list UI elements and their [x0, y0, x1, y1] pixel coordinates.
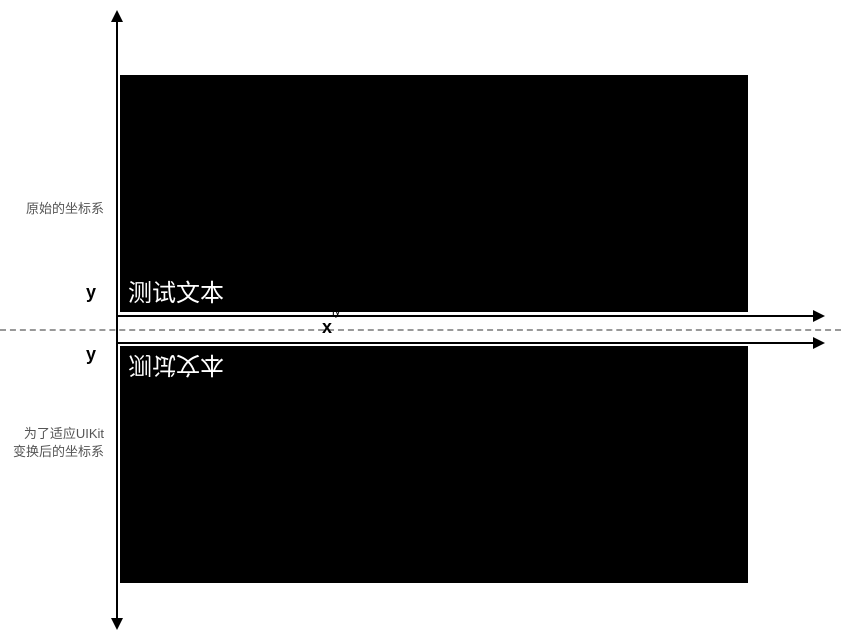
diagram-container: 测试文本 测试文本 原始的坐标系 为了适应UIKit 变换后的坐标系 y y x…	[0, 0, 841, 634]
y-axis-arrow-down	[111, 618, 123, 630]
x-axis-upper-arrow	[813, 310, 825, 322]
lower-rect-text: 测试文本	[128, 350, 224, 385]
x-axis-lower-arrow	[813, 337, 825, 349]
side-label-transformed-line2: 变换后的坐标系	[8, 443, 104, 461]
y-label-lower: y	[86, 344, 96, 365]
side-label-original: 原始的坐标系	[8, 200, 104, 218]
lower-rect: 测试文本	[120, 346, 748, 583]
ly-label: ly	[332, 304, 341, 318]
side-label-transformed: 为了适应UIKit 变换后的坐标系	[8, 425, 104, 461]
side-label-transformed-line1: 为了适应UIKit	[8, 425, 104, 443]
y-axis-arrow-up	[111, 10, 123, 22]
reflection-line	[0, 329, 841, 331]
y-label-upper: y	[86, 282, 96, 303]
y-axis	[116, 20, 118, 620]
upper-rect: 测试文本	[120, 75, 748, 312]
x-axis-lower	[116, 342, 815, 344]
x-axis-upper	[116, 315, 815, 317]
x-label: x	[322, 317, 332, 338]
upper-rect-text: 测试文本	[128, 273, 224, 308]
